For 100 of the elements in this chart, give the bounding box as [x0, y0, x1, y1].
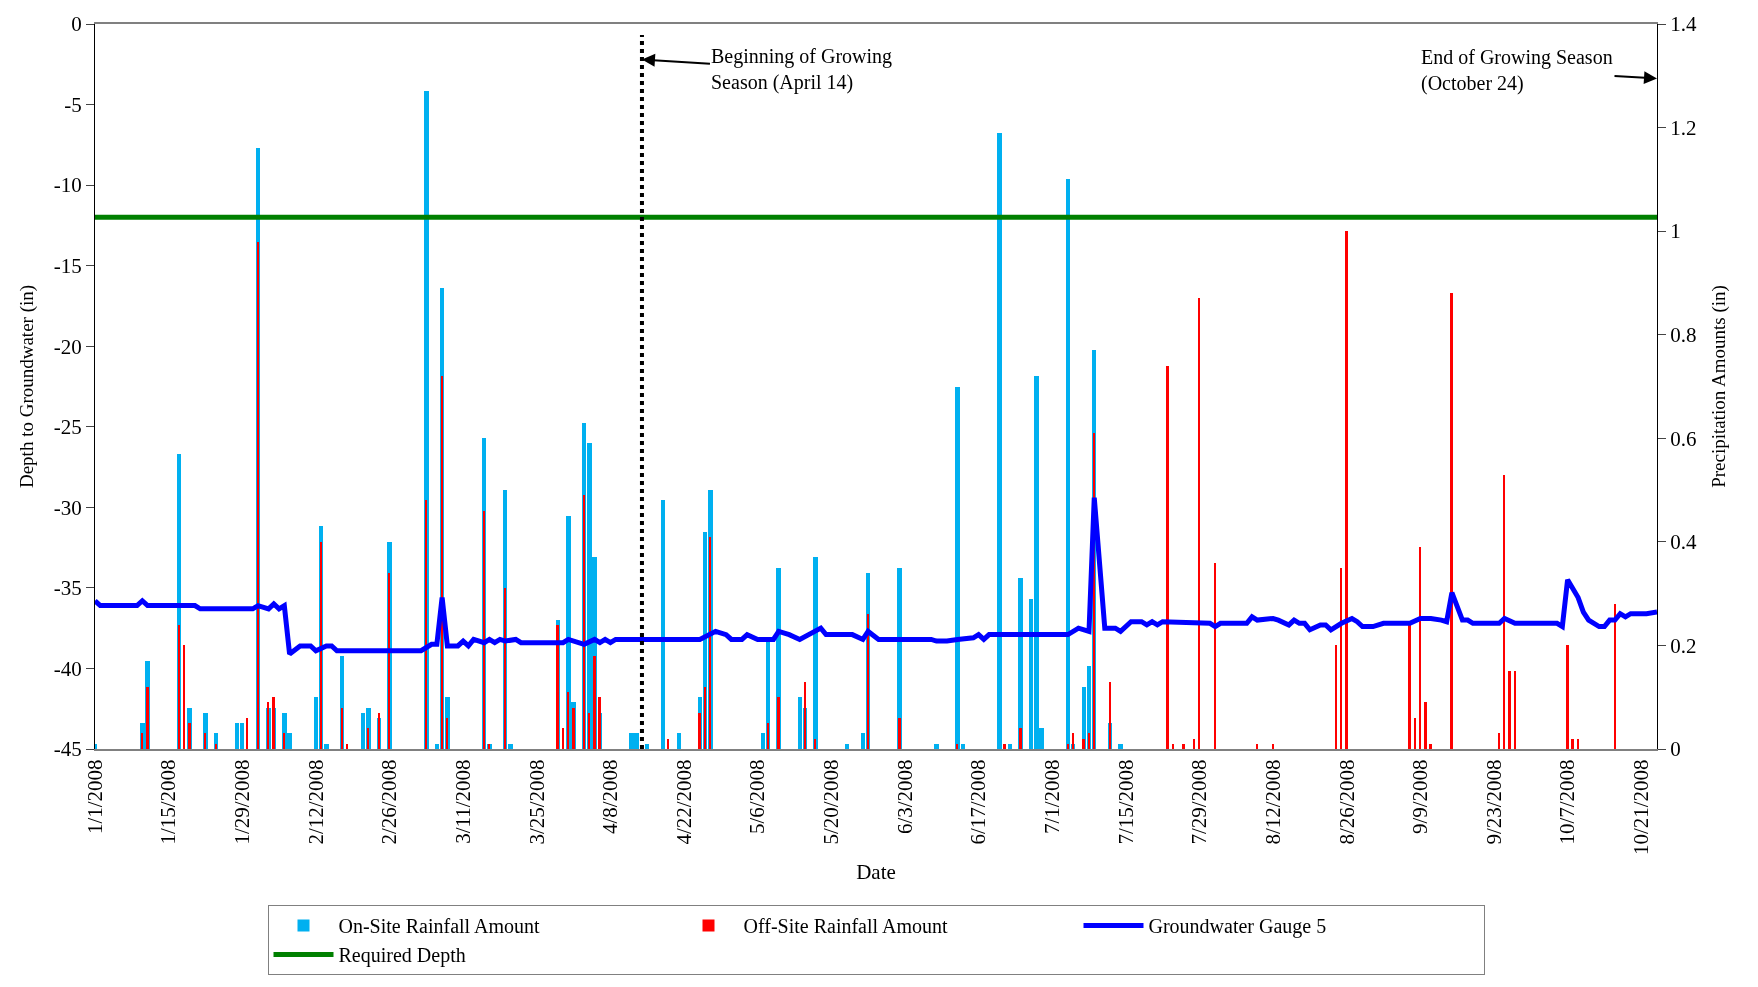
y2-tick-label: 0.6 — [1670, 426, 1697, 451]
bar — [1193, 739, 1195, 749]
x-tick-label: 7/29/2008 — [1187, 759, 1212, 845]
bar — [1214, 563, 1216, 749]
y-tick-label: -20 — [53, 334, 82, 359]
bar — [1198, 298, 1200, 749]
bar — [1571, 739, 1574, 749]
x-tick-label: 10/7/2008 — [1555, 759, 1580, 845]
bar — [183, 645, 185, 749]
x-tick-label: 3/25/2008 — [524, 759, 549, 845]
bar — [1019, 728, 1022, 749]
x-tick-label: 8/12/2008 — [1260, 759, 1285, 845]
bar — [1414, 718, 1416, 749]
bar — [1072, 733, 1074, 749]
bar — [178, 625, 180, 749]
y2-tick-label: 0.4 — [1670, 530, 1697, 555]
bar — [1614, 604, 1616, 749]
bar — [1340, 568, 1342, 749]
bar — [645, 744, 649, 749]
bar — [320, 542, 322, 749]
bar — [556, 625, 559, 749]
bar — [378, 713, 380, 749]
bar — [598, 697, 601, 749]
x-tick-label: 10/21/2008 — [1629, 759, 1654, 856]
bar — [1508, 671, 1511, 749]
annotation: Beginning of Growing Season (April 14) — [711, 45, 893, 94]
bar — [141, 733, 143, 749]
x-tick-label: 4/22/2008 — [671, 759, 696, 845]
y2-tick-label: 0 — [1670, 737, 1681, 762]
bar — [1345, 231, 1348, 749]
bar — [1109, 682, 1111, 749]
bar — [1166, 366, 1169, 749]
bar — [1335, 645, 1337, 749]
x-tick-label: 6/17/2008 — [966, 759, 991, 845]
x-tick-label: 3/11/2008 — [450, 759, 475, 844]
y2-tick-label: 0.8 — [1670, 323, 1697, 348]
bar — [272, 697, 275, 749]
x-tick-label: 1/29/2008 — [230, 759, 255, 845]
y2-axis-title: Precipitation Amounts (in) — [1707, 285, 1730, 488]
bar — [588, 713, 590, 749]
bar — [1118, 744, 1123, 749]
bar — [367, 728, 369, 749]
bar — [593, 656, 596, 749]
bar — [767, 723, 769, 749]
bar — [677, 733, 681, 749]
y2-tick-label: 1.2 — [1670, 115, 1697, 140]
bar — [1003, 744, 1006, 749]
y-tick-label: -15 — [53, 254, 82, 279]
bar — [1498, 733, 1500, 749]
y-tick-label: -5 — [64, 92, 82, 117]
y-tick-label: -25 — [53, 415, 82, 440]
bar — [1008, 744, 1012, 749]
x-tick-label: 2/26/2008 — [377, 759, 402, 845]
bar — [257, 242, 259, 749]
bar — [934, 744, 939, 749]
y2-tick-label: 1 — [1670, 219, 1681, 244]
bar — [446, 718, 448, 749]
y2-tick-label: 1.4 — [1670, 12, 1697, 37]
x-tick-label: 2/12/2008 — [303, 759, 328, 845]
bar — [1577, 739, 1579, 749]
x-tick-label: 9/23/2008 — [1481, 759, 1506, 845]
bar — [777, 697, 780, 749]
bar — [1182, 744, 1185, 749]
x-axis-title: Date — [856, 859, 896, 884]
bar — [956, 744, 958, 749]
bar — [661, 500, 665, 749]
bar — [583, 495, 585, 749]
bar — [1067, 744, 1069, 749]
bar — [709, 537, 711, 749]
bar — [441, 376, 443, 749]
bar — [283, 733, 285, 749]
legend-label: Required Depth — [338, 944, 466, 968]
x-tick-label: 5/6/2008 — [745, 759, 770, 835]
bar — [1566, 645, 1569, 749]
x-tick-label: 7/15/2008 — [1113, 759, 1138, 845]
legend-label: Groundwater Gauge 5 — [1148, 915, 1327, 939]
bar — [845, 744, 849, 749]
bar — [246, 718, 248, 749]
bar — [567, 692, 569, 749]
legend-label: Off-Site Rainfall Amount — [743, 915, 948, 938]
bar — [698, 713, 701, 749]
bar — [1450, 293, 1453, 749]
x-tick-label: 5/20/2008 — [819, 759, 844, 845]
bar — [867, 614, 869, 749]
bar — [813, 557, 818, 749]
bar — [1172, 744, 1174, 749]
bar — [95, 744, 97, 749]
bar — [562, 728, 564, 749]
y-tick-label: 0 — [71, 12, 82, 37]
x-tick-label: 6/3/2008 — [892, 759, 917, 835]
bar — [1503, 475, 1505, 749]
bar — [188, 723, 191, 749]
y-tick-label: -40 — [53, 656, 82, 681]
annotation: End of Growing Season (October 24) — [1421, 46, 1613, 95]
bar — [898, 718, 901, 749]
y-tick-label: -30 — [53, 495, 82, 520]
y-tick-label: -35 — [53, 576, 82, 601]
bar — [814, 739, 816, 749]
bar — [204, 733, 206, 749]
bar — [1514, 671, 1516, 749]
